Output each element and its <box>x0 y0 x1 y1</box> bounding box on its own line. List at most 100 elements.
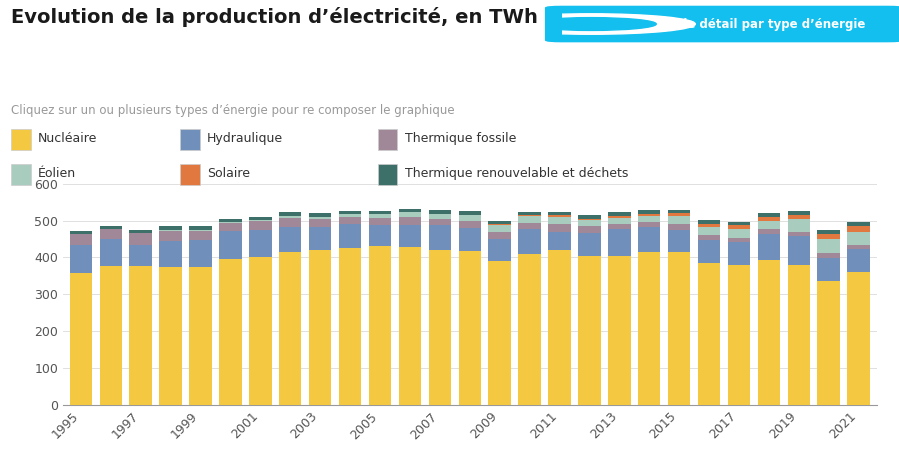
Bar <box>190 230 212 231</box>
Bar <box>249 220 271 221</box>
Bar <box>488 232 511 239</box>
Text: Thermique fossile: Thermique fossile <box>405 132 516 145</box>
Bar <box>548 232 571 250</box>
Bar <box>219 223 242 231</box>
Bar <box>578 233 601 256</box>
Bar <box>159 227 182 230</box>
Bar <box>548 250 571 405</box>
Bar <box>190 240 212 267</box>
Bar <box>608 229 630 256</box>
Bar <box>159 230 182 241</box>
Bar <box>458 215 481 220</box>
Circle shape <box>526 17 656 31</box>
Bar <box>369 211 391 214</box>
Bar <box>727 238 750 243</box>
Bar <box>398 225 421 247</box>
Bar <box>638 216 661 222</box>
Bar <box>279 212 301 216</box>
Bar <box>788 215 810 219</box>
Bar <box>608 216 630 218</box>
Bar <box>758 234 780 260</box>
Bar <box>698 227 720 235</box>
Bar <box>578 219 601 220</box>
Bar <box>848 249 870 272</box>
Bar <box>190 267 212 405</box>
FancyBboxPatch shape <box>546 7 899 41</box>
Text: Solaire: Solaire <box>207 167 250 180</box>
Bar <box>458 227 481 251</box>
Bar <box>608 224 630 229</box>
Bar <box>369 214 391 218</box>
Text: Thermique renouvelable et déchets: Thermique renouvelable et déchets <box>405 167 628 180</box>
Bar <box>398 209 421 212</box>
Bar <box>638 210 661 213</box>
Bar <box>788 232 810 236</box>
Bar <box>429 210 451 213</box>
Bar <box>668 216 690 224</box>
Bar <box>817 230 840 234</box>
Bar <box>339 211 361 214</box>
Bar <box>578 226 601 233</box>
Bar <box>309 250 332 405</box>
Bar <box>519 254 541 405</box>
Bar <box>69 245 92 273</box>
Bar <box>578 215 601 219</box>
Bar <box>848 245 870 249</box>
Bar <box>698 263 720 405</box>
Bar <box>69 231 92 234</box>
Bar <box>608 212 630 216</box>
Bar <box>848 226 870 232</box>
Bar <box>339 224 361 248</box>
Bar <box>758 260 780 405</box>
Bar <box>309 213 332 217</box>
Bar <box>488 225 511 232</box>
Bar <box>668 213 690 216</box>
Bar <box>309 227 332 250</box>
Text: Hydraulique: Hydraulique <box>207 132 283 145</box>
Bar <box>519 229 541 254</box>
Bar <box>369 218 391 226</box>
Bar <box>519 212 541 215</box>
Bar <box>788 219 810 232</box>
Bar <box>758 213 780 217</box>
Bar <box>129 244 152 266</box>
Text: Nucléaire: Nucléaire <box>38 132 97 145</box>
Bar <box>817 282 840 405</box>
Bar <box>817 234 840 239</box>
Bar <box>309 217 332 219</box>
Bar <box>458 211 481 215</box>
Bar <box>698 235 720 240</box>
Bar <box>788 265 810 405</box>
Bar <box>578 256 601 405</box>
Bar <box>758 220 780 229</box>
Bar <box>788 211 810 215</box>
Bar <box>279 252 301 405</box>
Bar <box>429 213 451 219</box>
Bar <box>519 216 541 223</box>
Text: Evolution de la production d’électricité, en TWh: Evolution de la production d’électricité… <box>11 7 538 27</box>
Bar <box>848 222 870 226</box>
Bar <box>548 215 571 217</box>
Bar <box>817 253 840 258</box>
Bar <box>758 217 780 220</box>
Bar <box>219 231 242 260</box>
Circle shape <box>487 14 695 34</box>
Bar <box>309 219 332 227</box>
Bar <box>578 220 601 226</box>
Bar <box>488 239 511 261</box>
Bar <box>608 218 630 224</box>
Bar <box>698 224 720 227</box>
Bar <box>638 213 661 216</box>
Bar <box>458 251 481 405</box>
Bar <box>279 218 301 227</box>
Bar <box>429 250 451 405</box>
Bar <box>548 212 571 215</box>
Bar <box>219 260 242 405</box>
Bar <box>548 224 571 232</box>
Bar <box>727 222 750 226</box>
Bar <box>398 217 421 225</box>
Text: Cliquez sur un ou plusieurs types d’énergie pour re composer le graphique: Cliquez sur un ou plusieurs types d’éner… <box>11 104 454 117</box>
Bar <box>817 239 840 253</box>
Bar <box>638 227 661 252</box>
Bar <box>69 273 92 405</box>
